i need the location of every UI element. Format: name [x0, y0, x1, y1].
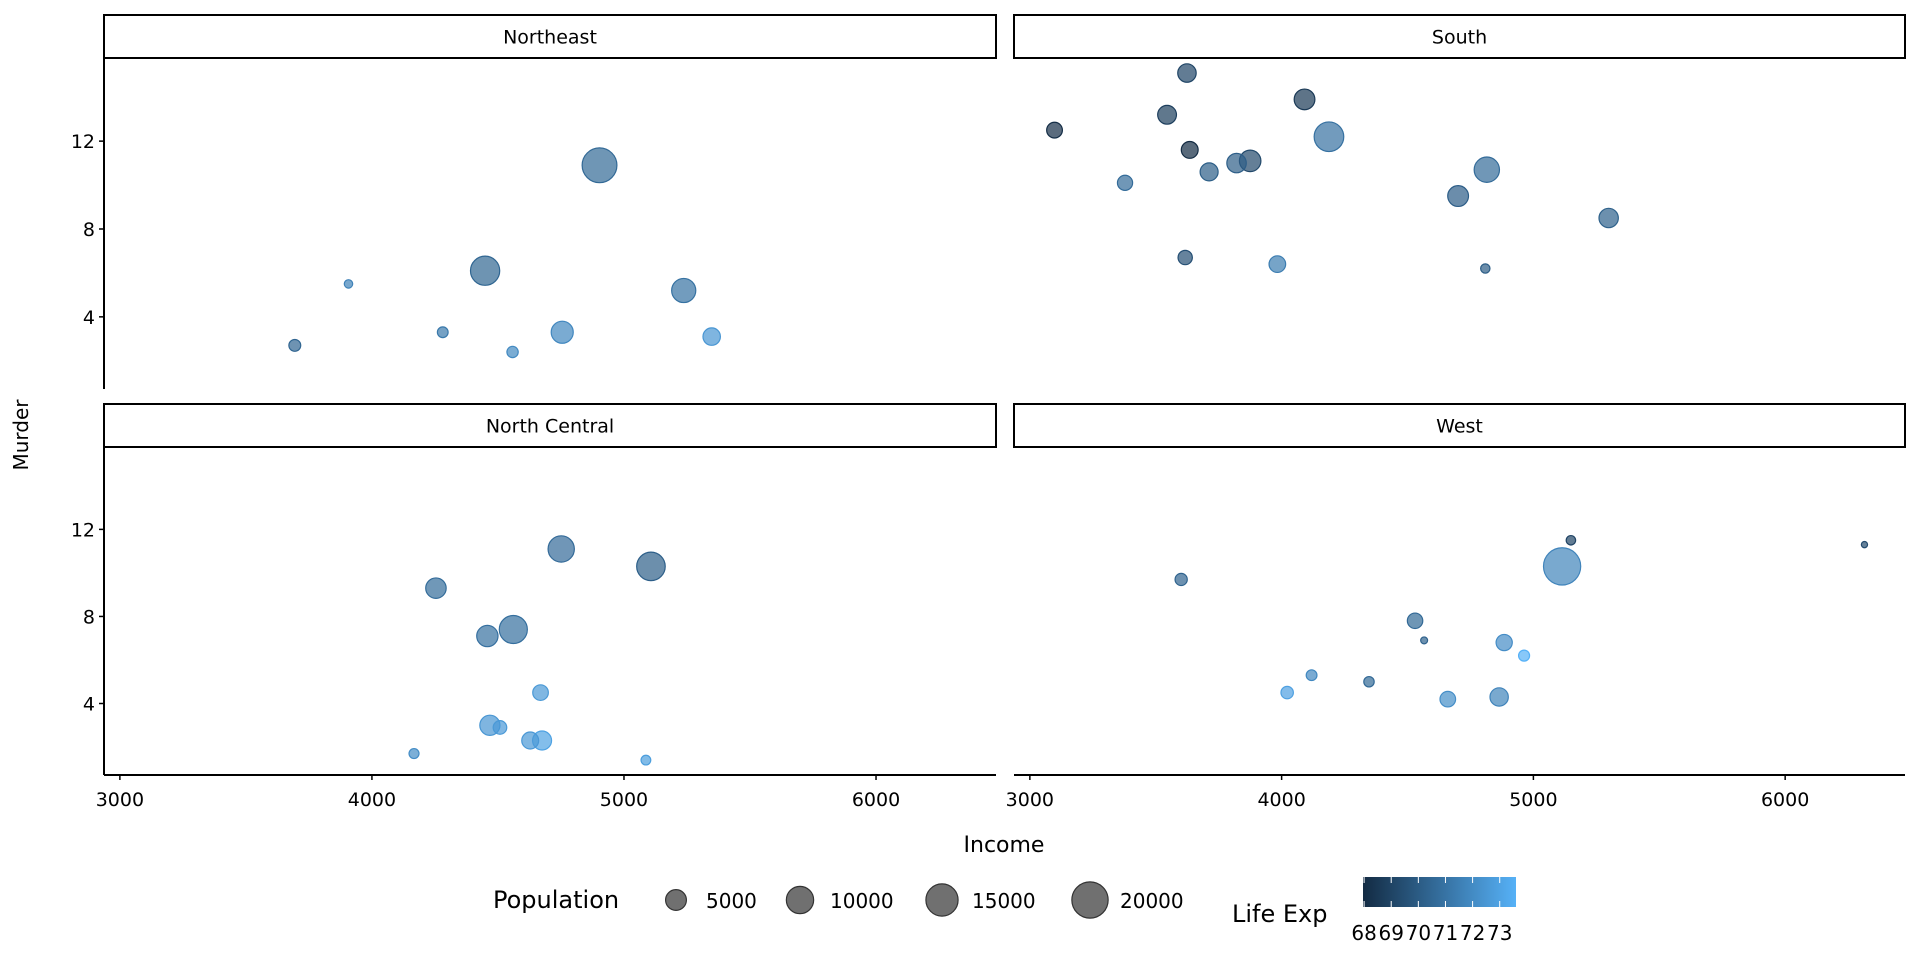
data-point [1363, 675, 1375, 688]
data-point [1174, 572, 1188, 587]
facet-panel-south: South [1013, 14, 1906, 274]
size-legend-key [664, 888, 688, 912]
x-tick-label: 6000 [852, 789, 900, 811]
facet-panel-north-central: North Central 4 8 12 3000 4000 5000 6000 [71, 403, 997, 811]
color-legend-label: 72 [1460, 921, 1485, 945]
color-bar [1363, 877, 1516, 907]
facet-strip-label: South [1432, 27, 1487, 49]
size-legend-title: Population [493, 886, 619, 914]
data-point [1860, 540, 1869, 549]
color-legend-label: 73 [1487, 921, 1512, 945]
data-point [1157, 104, 1178, 125]
data-point [1177, 63, 1197, 83]
data-point [1495, 633, 1513, 652]
y-tick-label: 4 [83, 307, 95, 329]
size-legend-key [785, 885, 815, 915]
x-tick-label: 3000 [96, 789, 144, 811]
data-point [547, 535, 575, 563]
data-point [288, 338, 302, 352]
legend: Population 5000 10000 15000 20000 Life Exp … [493, 877, 1516, 945]
x-tick-label: 5000 [1509, 789, 1557, 811]
y-tick-label: 12 [71, 131, 95, 153]
data-point [436, 326, 449, 339]
size-legend-label: 15000 [972, 889, 1036, 913]
data-point [343, 279, 354, 289]
x-axis-title: Income [964, 833, 1045, 858]
data-point [521, 731, 540, 750]
y-tick-label: 12 [71, 519, 95, 541]
size-legend-label: 10000 [830, 889, 894, 913]
color-legend-label: 69 [1378, 921, 1403, 945]
y-tick-label: 4 [83, 694, 95, 716]
data-point [492, 720, 508, 735]
data-point [1489, 687, 1509, 707]
y-tick-label: 8 [83, 219, 95, 241]
data-point [1313, 121, 1345, 153]
data-point [1046, 121, 1064, 139]
data-point [408, 747, 420, 760]
data-point [1177, 249, 1193, 266]
data-point [498, 614, 528, 645]
data-point [532, 684, 549, 702]
size-legend-key [925, 883, 959, 917]
data-point [1180, 140, 1199, 159]
data-point [581, 147, 618, 184]
data-point [550, 320, 574, 344]
facet-strip [103, 403, 997, 448]
data-point [1199, 162, 1219, 182]
x-tick-label: 4000 [1257, 789, 1305, 811]
facet-strip-label: Northeast [503, 27, 597, 49]
x-tick-label: 3000 [1006, 789, 1054, 811]
data-point [1305, 669, 1318, 682]
size-legend-label: 20000 [1120, 889, 1184, 913]
data-point [469, 255, 501, 286]
y-axis-title: Murder [9, 399, 33, 471]
data-point [702, 327, 722, 346]
y-tick-label: 8 [83, 606, 95, 628]
data-point [1280, 685, 1294, 700]
data-point [1598, 207, 1619, 229]
facet-strip [103, 14, 997, 59]
data-point [1473, 156, 1501, 183]
facet-strip-label: West [1436, 416, 1483, 438]
data-point [1268, 255, 1287, 274]
data-point [1406, 612, 1424, 630]
data-point [476, 624, 499, 648]
x-tick-label: 6000 [1761, 789, 1809, 811]
facet-strip-label: North Central [486, 416, 614, 438]
data-point [636, 551, 666, 582]
facet-panel-west: West 3000 4000 5000 6000 [1006, 403, 1906, 811]
color-legend-label: 71 [1433, 921, 1458, 945]
data-point [1542, 547, 1582, 586]
color-legend-label: 70 [1406, 921, 1431, 945]
data-point [1565, 534, 1577, 546]
data-point [1420, 636, 1429, 645]
facet-strip [1013, 14, 1906, 59]
data-point [671, 277, 697, 304]
color-legend-label: 68 [1351, 921, 1376, 945]
data-point [1517, 649, 1531, 662]
data-point [506, 345, 519, 359]
data-point [1480, 263, 1491, 274]
data-point [1226, 152, 1247, 174]
data-point [1439, 690, 1457, 708]
x-tick-label: 5000 [600, 789, 648, 811]
size-legend-key [1071, 881, 1109, 919]
data-point [425, 577, 447, 599]
x-tick-label: 4000 [348, 789, 396, 811]
facet-panel-northeast: Northeast 4 8 12 [71, 14, 997, 389]
color-legend-title: Life Exp [1232, 900, 1327, 928]
size-legend-label: 5000 [706, 889, 757, 913]
data-point [1116, 174, 1134, 192]
data-point [1293, 88, 1316, 111]
data-point [1447, 185, 1470, 208]
facet-strip [1013, 403, 1906, 448]
data-point [640, 754, 652, 766]
